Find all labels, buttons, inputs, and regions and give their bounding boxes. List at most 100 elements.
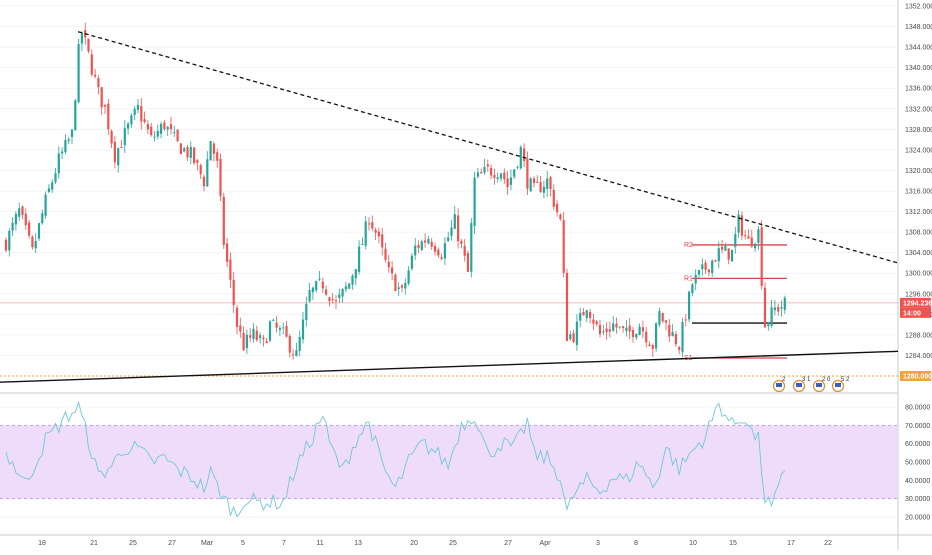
candle-body xyxy=(635,333,638,338)
candle-body xyxy=(589,311,592,319)
event-badge[interactable]: 2 xyxy=(772,377,787,393)
candle-body xyxy=(14,214,17,225)
candle-body xyxy=(437,249,440,256)
date-tick-label: 27 xyxy=(168,540,176,547)
event-badges[interactable]: 2 3 1 2 0 5 2 xyxy=(772,377,851,393)
event-badge[interactable]: 3 1 xyxy=(792,377,812,393)
candle-body xyxy=(341,288,344,297)
candle-body xyxy=(767,322,770,327)
candle-body xyxy=(704,262,707,270)
candle-body xyxy=(216,152,219,161)
candle-body xyxy=(239,325,242,332)
candle-body xyxy=(707,269,710,273)
candle-body xyxy=(684,319,687,321)
candle-body xyxy=(694,274,697,284)
candle-body xyxy=(150,126,153,136)
event-badge[interactable]: 2 0 xyxy=(812,377,832,393)
price-tick-label: 1332.000 xyxy=(905,106,932,113)
date-tick-label: 3 xyxy=(596,540,600,547)
flag-stripe xyxy=(796,383,802,387)
candle-body xyxy=(364,221,367,246)
candle-body xyxy=(443,243,446,259)
candle-body xyxy=(598,324,602,335)
candle-body xyxy=(173,132,176,134)
candle-body xyxy=(18,208,21,217)
candle-body xyxy=(661,312,664,322)
candle-body xyxy=(133,108,136,115)
price-tick-label: 1348.000 xyxy=(905,24,932,31)
candle-body xyxy=(645,331,648,343)
price-tick-label: 1340.000 xyxy=(905,65,932,72)
candle-body xyxy=(638,326,641,336)
date-tick-label: 8 xyxy=(634,540,638,547)
candle-body xyxy=(354,269,357,279)
candle-body xyxy=(532,178,536,184)
candle-body xyxy=(466,253,470,272)
candle-body xyxy=(245,334,248,349)
flag-stripe xyxy=(835,383,841,387)
candle-body xyxy=(351,275,354,285)
candle-body xyxy=(367,223,371,225)
candle-body xyxy=(222,196,225,245)
candle-body xyxy=(688,291,691,320)
candle-body xyxy=(206,159,209,187)
candle-body xyxy=(232,279,235,306)
candle-body xyxy=(285,325,288,337)
event-badge[interactable]: 5 2 xyxy=(831,377,851,393)
candle-body xyxy=(506,178,509,187)
rsi-tick-label: 80.0000 xyxy=(905,405,930,412)
candle-body xyxy=(519,147,522,169)
candle-body xyxy=(404,282,407,289)
countdown-tag-bg xyxy=(900,307,931,318)
candle-body xyxy=(67,139,70,142)
candle-body xyxy=(410,255,413,269)
price-tick-label: 1316.000 xyxy=(905,189,932,196)
candle-body xyxy=(457,215,460,242)
candle-body xyxy=(94,74,97,77)
candlestick-series xyxy=(4,22,786,360)
candle-body xyxy=(74,100,77,131)
candle-body xyxy=(4,239,8,251)
candle-body xyxy=(136,104,140,110)
candle-body xyxy=(117,148,120,166)
date-tick-label: 18 xyxy=(38,540,46,547)
candle-body xyxy=(750,237,753,247)
candle-body xyxy=(476,172,479,177)
candle-body xyxy=(625,327,628,332)
candle-body xyxy=(569,334,572,340)
candle-body xyxy=(24,213,27,226)
candle-body xyxy=(179,143,182,155)
candle-body xyxy=(628,325,631,332)
candle-body xyxy=(585,310,588,318)
candle-body xyxy=(730,249,734,262)
candle-body xyxy=(77,44,80,103)
candle-body xyxy=(272,319,275,321)
candle-body xyxy=(499,173,503,179)
candle-body xyxy=(737,214,740,233)
candle-body xyxy=(219,158,222,197)
candle-body xyxy=(763,287,767,328)
date-tick-label: 25 xyxy=(129,540,137,547)
candle-body xyxy=(80,32,83,44)
candle-body xyxy=(671,331,674,337)
candle-body xyxy=(166,126,169,130)
trendlines[interactable] xyxy=(0,31,899,383)
candle-body xyxy=(311,287,314,293)
candle-body xyxy=(21,206,24,215)
candle-body xyxy=(595,321,598,325)
candle-body xyxy=(70,129,74,138)
candle-body xyxy=(397,287,400,290)
candle-body xyxy=(697,270,701,275)
candle-body xyxy=(318,278,321,280)
candle-body xyxy=(536,181,539,183)
price-tick-label: 1300.000 xyxy=(905,271,932,278)
candle-body xyxy=(681,322,684,353)
candle-body xyxy=(516,166,519,168)
candle-body xyxy=(470,223,473,272)
candle-body xyxy=(143,119,146,123)
candle-body xyxy=(51,182,54,190)
rsi-line xyxy=(5,400,786,518)
candle-body xyxy=(123,128,126,146)
